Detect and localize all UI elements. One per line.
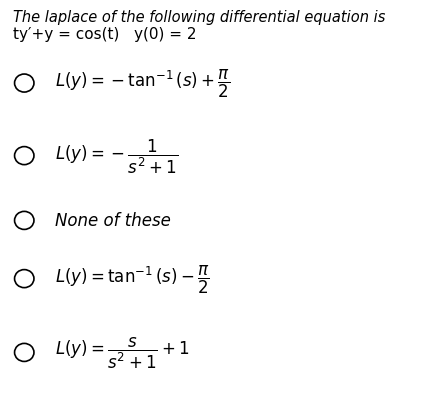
Text: $L(y) = \tan^{-1}(s)-\dfrac{\pi}{2}$: $L(y) = \tan^{-1}(s)-\dfrac{\pi}{2}$ bbox=[55, 263, 210, 295]
Text: None of these: None of these bbox=[55, 212, 171, 230]
Text: $L(y) = -\tan^{-1}(s)+\dfrac{\pi}{2}$: $L(y) = -\tan^{-1}(s)+\dfrac{\pi}{2}$ bbox=[55, 68, 230, 100]
Text: $L(y) = -\dfrac{1}{s^2+1}$: $L(y) = -\dfrac{1}{s^2+1}$ bbox=[55, 137, 178, 175]
Text: $L(y) = \dfrac{s}{s^2+1}+1$: $L(y) = \dfrac{s}{s^2+1}+1$ bbox=[55, 335, 190, 370]
Text: The laplace of the following differential equation is: The laplace of the following differentia… bbox=[13, 10, 385, 25]
Text: ty′+y = cos(t)   y(0) = 2: ty′+y = cos(t) y(0) = 2 bbox=[13, 27, 197, 42]
